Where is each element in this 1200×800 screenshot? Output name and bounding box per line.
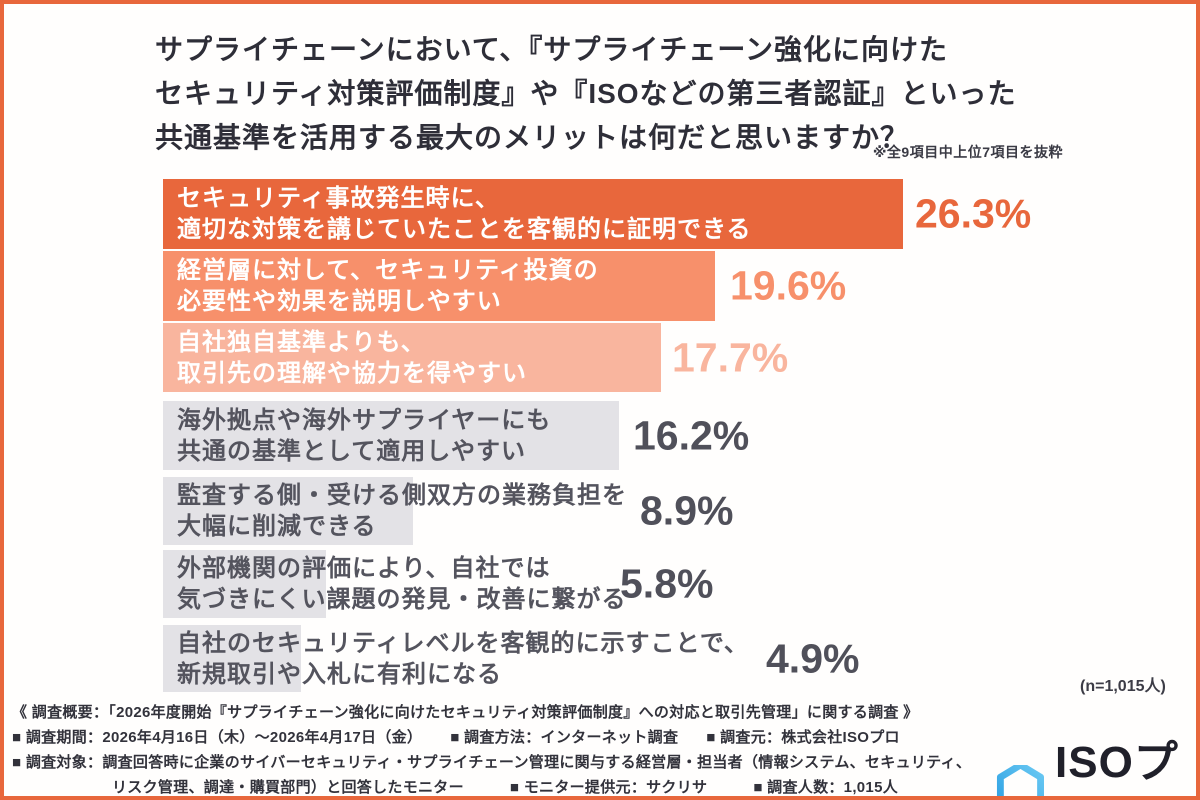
bar <box>163 179 903 249</box>
survey-source: ■ 調査元：株式会社ISOプロ <box>706 729 900 746</box>
bar-value: 8.9% <box>640 487 734 534</box>
bar-value: 17.7% <box>672 334 789 380</box>
survey-target-cont: リスク管理、調達・購買部門）と回答したモニター <box>112 779 464 796</box>
bar <box>163 401 619 470</box>
bar-row-5: 監査する側・受ける側双方の業務負担を 大幅に削減できる 8.9% <box>163 477 1193 545</box>
bar <box>163 477 413 545</box>
hexagon-icon <box>993 765 1047 796</box>
respondent-count: ■ 調査人数：1,015人 <box>753 779 899 796</box>
bar-value: 5.8% <box>620 560 714 607</box>
bar <box>163 251 715 321</box>
bar-row-3: 自社独自基準よりも、 取引先の理解や協力を得やすい 17.7% <box>163 323 1193 392</box>
bar-row-1: セキュリティ事故発生時に、 適切な対策を講じていたことを客観的に証明できる 26… <box>163 179 1193 249</box>
title-line-3: 共通基準を活用する最大のメリットは何だと思いますか？ <box>155 122 910 153</box>
isopro-logo: ISOプロ <box>993 726 1196 796</box>
bar-label: 経営層に対して、セキュリティ投資の 必要性や効果を説明しやすい <box>177 257 599 315</box>
bar-label: 監査する側・受ける側双方の業務負担を 大幅に削減できる <box>177 482 627 540</box>
survey-overview: 《 調査概要：「2026年度開始『サプライチェーン強化に向けたセキュリティ対策評… <box>12 704 919 721</box>
bar-row-6: 外部機関の評価により、自社では 気づきにくい課題の発見・改善に繋がる 5.8% <box>163 550 1193 618</box>
title-line-2: セキュリティ対策評価制度』や『ISOなどの第三者認証』といった <box>155 78 1017 109</box>
bar-label: 自社独自基準よりも、 取引先の理解や協力を得やすい <box>177 328 527 387</box>
bar <box>163 625 301 692</box>
sample-size-note: (n=1,015人) <box>1080 678 1166 695</box>
title-line-1: サプライチェーンにおいて、『サプライチェーン強化に向けた <box>155 34 948 65</box>
bar-value: 4.9% <box>766 635 860 681</box>
survey-method: ■ 調査方法：インターネット調査 <box>450 729 679 746</box>
bar-row-7: 自社のセキュリティレベルを客観的に示すことで、 新規取引や入札に有利になる 4.… <box>163 625 1193 692</box>
bar-value: 19.6% <box>730 262 847 309</box>
logo-text: ISOプロ <box>1055 738 1179 787</box>
bar-value: 16.2% <box>633 412 750 458</box>
survey-target: ■ 調査対象：調査回答時に企業のサイバーセキュリティ・サプライチェーン管理に関与… <box>12 754 972 771</box>
survey-period: ■ 調査期間：2026年4月16日（木）～2026年4月17日（金） <box>12 729 423 746</box>
bar <box>163 550 326 618</box>
bar-label: 自社のセキュリティレベルを客観的に示すことで、 新規取引や入札に有利になる <box>177 629 749 688</box>
bar <box>163 323 661 392</box>
bar-row-4: 海外拠点や海外サプライヤーにも 共通の基準として適用しやすい 16.2% <box>163 401 1193 470</box>
monitor-provider: ■ モニター提供元：サクリサ <box>509 779 708 796</box>
survey-details: 《 調査概要：「2026年度開始『サプライチェーン強化に向けたセキュリティ対策評… <box>12 701 1012 796</box>
survey-meta-row-1: ■ 調査期間：2026年4月16日（木）～2026年4月17日（金） ■ 調査方… <box>12 726 1012 751</box>
page-title: サプライチェーンにおいて、『サプライチェーン強化に向けた セキュリティ対策評価制… <box>155 28 1017 160</box>
title-footnote: ※全9項目中上位7項目を抜粋 <box>872 144 1063 160</box>
bar-label: 海外拠点や海外サプライヤーにも 共通の基準として適用しやすい <box>177 406 552 465</box>
bar-label: セキュリティ事故発生時に、 適切な対策を講じていたことを客観的に証明できる <box>177 185 752 243</box>
bar-row-2: 経営層に対して、セキュリティ投資の 必要性や効果を説明しやすい 19.6% <box>163 251 1193 321</box>
bar-label: 外部機関の評価により、自社では 気づきにくい課題の発見・改善に繋がる <box>177 555 627 613</box>
bar-value: 26.3% <box>915 190 1032 237</box>
survey-meta-row-2: リスク管理、調達・購買部門）と回答したモニター ■ モニター提供元：サクリサ ■… <box>12 776 1012 796</box>
